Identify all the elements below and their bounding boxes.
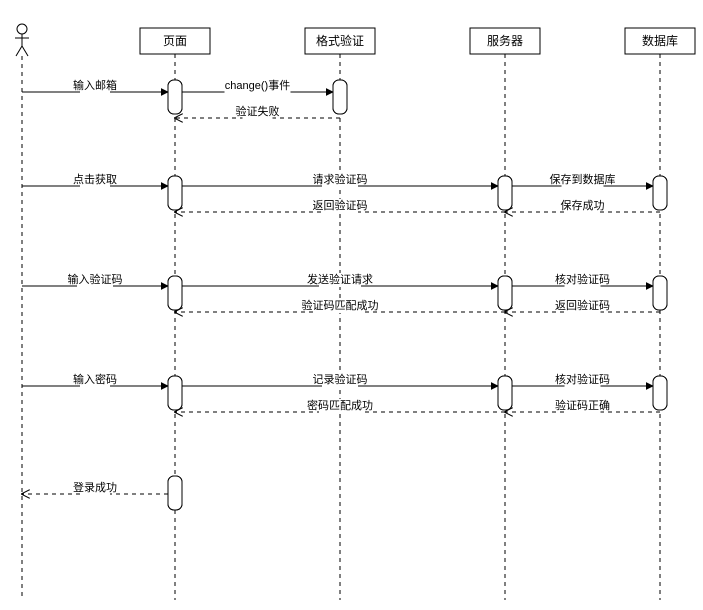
message-label: 验证码正确 (555, 398, 610, 412)
message-label: 输入密码 (73, 372, 117, 386)
sequence-diagram: 页面格式验证服务器数据库输入邮箱change()事件验证失败点击获取请求验证码保… (0, 0, 703, 610)
activation-server (498, 276, 512, 310)
message-label: 发送验证请求 (307, 272, 373, 286)
actor-icon (15, 24, 29, 56)
message-label: 输入验证码 (68, 272, 123, 286)
activation-page (168, 276, 182, 310)
message-label: 输入邮箱 (73, 78, 117, 92)
message-label: 保存成功 (561, 198, 605, 212)
message-label: 验证码匹配成功 (302, 298, 379, 312)
message-label: 核对验证码 (555, 272, 610, 286)
activation-server (498, 376, 512, 410)
message-label: 核对验证码 (555, 372, 610, 386)
lifeline-label-valid: 格式验证 (316, 33, 364, 48)
message-label: change()事件 (225, 79, 290, 92)
activation-page (168, 176, 182, 210)
message-label: 密码匹配成功 (307, 398, 373, 412)
message-label: 登录成功 (73, 480, 117, 494)
activation-server (498, 176, 512, 210)
activation-db (653, 276, 667, 310)
message-label: 返回验证码 (555, 298, 610, 312)
activation-db (653, 376, 667, 410)
message-label: 验证失败 (236, 104, 280, 118)
message-label: 记录验证码 (313, 372, 368, 386)
message-label: 返回验证码 (313, 198, 368, 212)
activation-page (168, 476, 182, 510)
message-label: 保存到数据库 (550, 172, 616, 186)
message-label: 点击获取 (73, 173, 117, 186)
lifeline-label-page: 页面 (163, 34, 187, 48)
lifeline-label-db: 数据库 (642, 33, 678, 48)
activation-valid (333, 80, 347, 114)
message-label: 请求验证码 (313, 172, 368, 186)
lifeline-label-server: 服务器 (487, 33, 523, 48)
activation-page (168, 376, 182, 410)
activation-db (653, 176, 667, 210)
activation-page (168, 80, 182, 114)
